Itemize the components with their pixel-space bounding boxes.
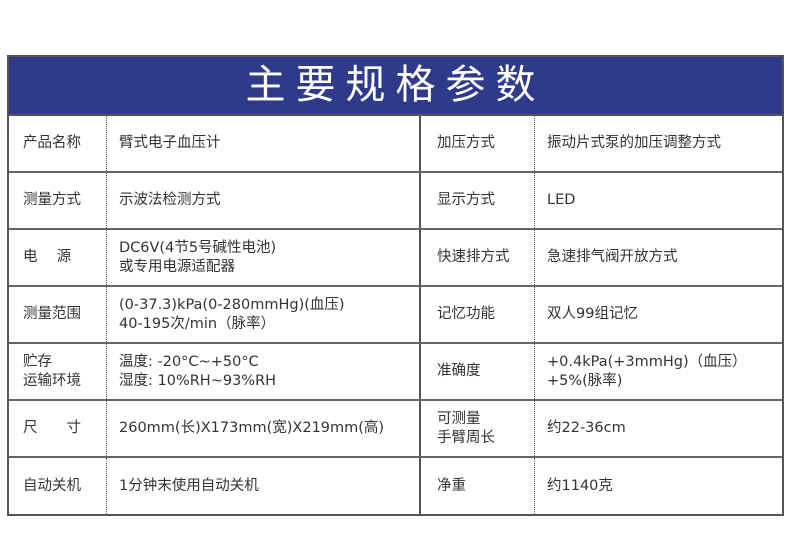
table-row: 自动关机 1分钟末使用自动关机 净重 约1140克 bbox=[9, 458, 782, 514]
spec-label-line: 可测量 bbox=[437, 410, 481, 427]
spec-value: 双人99组记忆 bbox=[535, 287, 782, 342]
spec-value: DC6V(4节5号碱性电池) 或专用电源适配器 bbox=[107, 230, 421, 285]
table-row: 测量方式 示波法检测方式 显示方式 LED bbox=[9, 173, 782, 230]
spec-label-line: 显示方式 bbox=[437, 192, 495, 208]
spec-value-line: 急速排气阀开放方式 bbox=[547, 249, 678, 265]
spec-table: 主要规格参数 产品名称 臂式电子血压计 加压方式 振动片式泵的加压调整方式测量方式 示波… bbox=[7, 55, 784, 516]
spec-label-line: 手臂周长 bbox=[437, 429, 495, 446]
spec-label-line: 电 源 bbox=[23, 249, 72, 265]
spec-value-line: +0.4kPa(+3mmHg)（血压） bbox=[547, 353, 747, 370]
spec-value: (0-37.3)kPa(0-280mmHg)(血压) 40-195次/min（脉率… bbox=[107, 287, 421, 342]
table-row: 测量范围 (0-37.3)kPa(0-280mmHg)(血压) 40-195次/mi… bbox=[9, 287, 782, 344]
spec-label-line: 贮存 bbox=[23, 353, 52, 370]
spec-value-line: 振动片式泵的加压调整方式 bbox=[547, 135, 721, 151]
spec-label-line: 运输环境 bbox=[23, 372, 81, 389]
spec-value-line: (0-37.3)kPa(0-280mmHg)(血压) bbox=[119, 296, 345, 313]
spec-value-line: 或专用电源适配器 bbox=[119, 258, 235, 275]
spec-value-line: 温度: -20°C~+50°C bbox=[119, 353, 259, 370]
spec-label-line: 产品名称 bbox=[23, 135, 81, 151]
spec-label-line: 自动关机 bbox=[23, 477, 81, 494]
spec-value: 急速排气阀开放方式 bbox=[535, 230, 782, 285]
spec-value: 振动片式泵的加压调整方式 bbox=[535, 116, 782, 171]
spec-value-line: 双人99组记忆 bbox=[547, 306, 638, 322]
spec-value: 约22-36cm bbox=[535, 401, 782, 456]
spec-value: 260mm(长)X173mm(宽)X219mm(高) bbox=[107, 401, 421, 456]
spec-value-line: +5%(脉率) bbox=[547, 372, 623, 389]
spec-label-line: 准确度 bbox=[437, 363, 481, 379]
spec-value-line: 湿度: 10%RH~93%RH bbox=[119, 372, 277, 389]
spec-value-line: 1分钟末使用自动关机 bbox=[119, 477, 259, 494]
spec-value-line: 40-195次/min（脉率） bbox=[119, 315, 276, 332]
spec-label-line: 净重 bbox=[437, 477, 466, 494]
spec-label: 显示方式 bbox=[421, 173, 535, 228]
spec-label-line: 测量范围 bbox=[23, 306, 81, 322]
table-row: 电 源 DC6V(4节5号碱性电池) 或专用电源适配器 快速排方式 急速排气阀开放方式 bbox=[9, 230, 782, 287]
spec-label: 准确度 bbox=[421, 344, 535, 399]
spec-label-line: 快速排方式 bbox=[437, 249, 510, 265]
spec-value-line: DC6V(4节5号碱性电池) bbox=[119, 239, 277, 256]
spec-value: 臂式电子血压计 bbox=[107, 116, 421, 171]
spec-value: 1分钟末使用自动关机 bbox=[107, 458, 421, 514]
spec-label-line: 记忆功能 bbox=[437, 306, 495, 322]
spec-label: 记忆功能 bbox=[421, 287, 535, 342]
spec-value-line: 260mm(长)X173mm(宽)X219mm(高) bbox=[119, 420, 385, 436]
spec-label: 加压方式 bbox=[421, 116, 535, 171]
spec-value-line: LED bbox=[547, 192, 576, 208]
spec-label: 净重 bbox=[421, 458, 535, 514]
spec-label: 可测量 手臂周长 bbox=[421, 401, 535, 456]
spec-label: 快速排方式 bbox=[421, 230, 535, 285]
spec-label: 测量方式 bbox=[9, 173, 107, 228]
spec-value-line: 示波法检测方式 bbox=[119, 192, 221, 208]
table-title: 主要规格参数 bbox=[9, 57, 782, 116]
spec-value: 温度: -20°C~+50°C 湿度: 10%RH~93%RH bbox=[107, 344, 421, 399]
spec-label: 测量范围 bbox=[9, 287, 107, 342]
spec-label: 电 源 bbox=[9, 230, 107, 285]
spec-value-line: 约1140克 bbox=[547, 477, 613, 494]
spec-value: +0.4kPa(+3mmHg)（血压） +5%(脉率) bbox=[535, 344, 782, 399]
spec-label: 尺 寸 bbox=[9, 401, 107, 456]
table-row: 尺 寸 260mm(长)X173mm(宽)X219mm(高) 可测量 手臂周长 约22-… bbox=[9, 401, 782, 458]
table-row: 产品名称 臂式电子血压计 加压方式 振动片式泵的加压调整方式 bbox=[9, 116, 782, 173]
spec-label: 贮存 运输环境 bbox=[9, 344, 107, 399]
spec-label-line: 尺 寸 bbox=[23, 420, 81, 436]
spec-value-line: 臂式电子血压计 bbox=[119, 135, 221, 151]
spec-label: 自动关机 bbox=[9, 458, 107, 514]
spec-value: LED bbox=[535, 173, 782, 228]
spec-label-line: 加压方式 bbox=[437, 135, 495, 151]
table-row: 贮存 运输环境 温度: -20°C~+50°C 湿度: 10%RH~93%RH 准确度 +… bbox=[9, 344, 782, 401]
spec-label-line: 测量方式 bbox=[23, 192, 81, 208]
spec-value: 示波法检测方式 bbox=[107, 173, 421, 228]
spec-value: 约1140克 bbox=[535, 458, 782, 514]
spec-label: 产品名称 bbox=[9, 116, 107, 171]
spec-value-line: 约22-36cm bbox=[547, 420, 626, 436]
